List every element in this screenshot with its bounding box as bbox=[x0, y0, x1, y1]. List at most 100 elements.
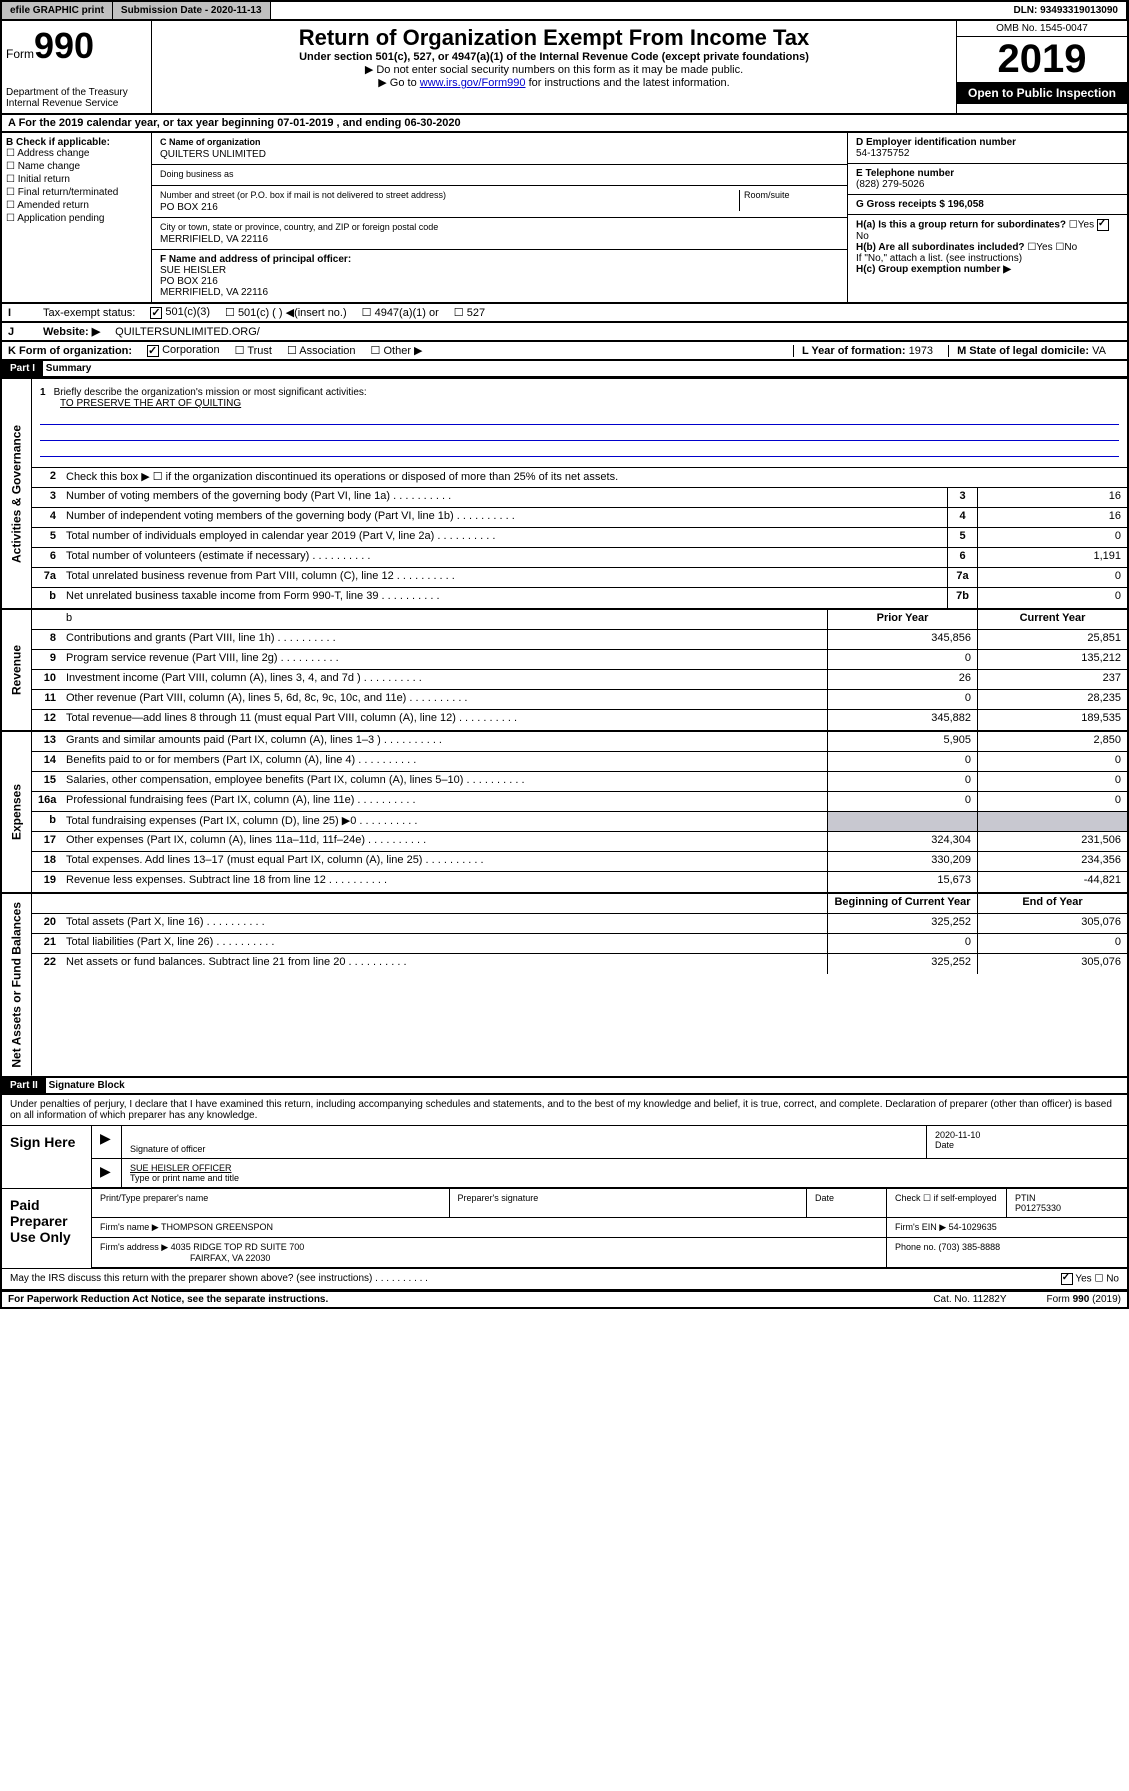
mission-line bbox=[40, 427, 1119, 441]
prior-value bbox=[827, 812, 977, 831]
check-corp[interactable] bbox=[147, 345, 159, 357]
check-name-change[interactable]: ☐ Name change bbox=[6, 161, 147, 172]
form-header: Form990 Department of the Treasury Inter… bbox=[0, 21, 1129, 115]
table-row-label: Total expenses. Add lines 13–17 (must eq… bbox=[62, 852, 827, 871]
check-501c3[interactable] bbox=[150, 307, 162, 319]
prior-value: 0 bbox=[827, 792, 977, 811]
revenue-table: Revenue bPrior YearCurrent Year 8Contrib… bbox=[0, 610, 1129, 732]
ein: 54-1375752 bbox=[856, 148, 1119, 159]
table-row-label: Benefits paid to or for members (Part IX… bbox=[62, 752, 827, 771]
prep-sig-hdr: Preparer's signature bbox=[450, 1189, 808, 1217]
check-address-change[interactable]: ☐ Address change bbox=[6, 148, 147, 159]
firm-name: THOMPSON GREENSPON bbox=[161, 1222, 273, 1232]
table-row-label: Total assets (Part X, line 16) bbox=[62, 914, 827, 933]
table-row-label: Investment income (Part VIII, column (A)… bbox=[62, 670, 827, 689]
efile-print-button[interactable]: efile GRAPHIC print bbox=[2, 2, 113, 19]
arrow-icon: ▶ bbox=[100, 1163, 111, 1179]
table-row-label: Other revenue (Part VIII, column (A), li… bbox=[62, 690, 827, 709]
prior-value: 0 bbox=[827, 650, 977, 669]
table-row-label: Salaries, other compensation, employee b… bbox=[62, 772, 827, 791]
mission-text: TO PRESERVE THE ART OF QUILTING bbox=[60, 398, 1119, 409]
current-value: 231,506 bbox=[977, 832, 1127, 851]
netassets-table: Net Assets or Fund Balances Beginning of… bbox=[0, 894, 1129, 1078]
table-row-label: Net assets or fund balances. Subtract li… bbox=[62, 954, 827, 974]
form-word: Form bbox=[6, 47, 34, 61]
discuss-label: May the IRS discuss this return with the… bbox=[10, 1273, 1061, 1285]
submission-date-button[interactable]: Submission Date - 2020-11-13 bbox=[113, 2, 271, 19]
phone: (703) 385-8888 bbox=[939, 1242, 1001, 1252]
current-value: -44,821 bbox=[977, 872, 1127, 892]
line-box: 7a bbox=[947, 568, 977, 587]
vtab-netassets: Net Assets or Fund Balances bbox=[2, 894, 32, 1076]
table-row-label: Total liabilities (Part X, line 26) bbox=[62, 934, 827, 953]
table-row-label: Number of voting members of the governin… bbox=[62, 488, 947, 507]
table-row-label: Revenue less expenses. Subtract line 18 … bbox=[62, 872, 827, 892]
part2-title: Signature Block bbox=[49, 1080, 125, 1091]
topbar: efile GRAPHIC print Submission Date - 20… bbox=[0, 0, 1129, 21]
discuss-yes[interactable] bbox=[1061, 1273, 1073, 1285]
prior-value: 0 bbox=[827, 752, 977, 771]
firm-city: FAIRFAX, VA 22030 bbox=[190, 1253, 270, 1263]
line-box: 5 bbox=[947, 528, 977, 547]
line-value: 1,191 bbox=[977, 548, 1127, 567]
line-value: 0 bbox=[977, 588, 1127, 608]
officer-name-sig: SUE HEISLER OFFICER bbox=[130, 1163, 1119, 1173]
sig-officer-label: Signature of officer bbox=[130, 1144, 918, 1154]
current-value: 2,850 bbox=[977, 732, 1127, 751]
form-title: Return of Organization Exempt From Incom… bbox=[156, 25, 952, 51]
firm-ein: 54-1029635 bbox=[949, 1222, 997, 1232]
mission-line bbox=[40, 411, 1119, 425]
arrow-icon: ▶ bbox=[100, 1130, 111, 1146]
current-value: 305,076 bbox=[977, 914, 1127, 933]
part-2: Part II Signature Block bbox=[0, 1078, 1129, 1095]
prior-value: 325,252 bbox=[827, 954, 977, 974]
row-a: A For the 2019 calendar year, or tax yea… bbox=[0, 115, 1129, 133]
mission-block: 1Briefly describe the organization's mis… bbox=[32, 379, 1127, 468]
table-row-label: Grants and similar amounts paid (Part IX… bbox=[62, 732, 827, 751]
form-990-number: 990 bbox=[34, 25, 94, 66]
end-year-hdr: End of Year bbox=[977, 894, 1127, 913]
open-public: Open to Public Inspection bbox=[957, 82, 1127, 104]
check-amended[interactable]: ☐ Amended return bbox=[6, 200, 147, 211]
mission-line bbox=[40, 443, 1119, 457]
omb-number: OMB No. 1545-0047 bbox=[957, 21, 1127, 37]
footer: For Paperwork Reduction Act Notice, see … bbox=[0, 1292, 1129, 1309]
current-value: 234,356 bbox=[977, 852, 1127, 871]
telephone: (828) 279-5026 bbox=[856, 179, 1119, 190]
check-final-return[interactable]: ☐ Final return/terminated bbox=[6, 187, 147, 198]
prior-value: 0 bbox=[827, 772, 977, 791]
org-name-label: C Name of organization bbox=[160, 137, 839, 147]
q2: Check this box ▶ ☐ if the organization d… bbox=[62, 468, 1127, 487]
vtab-governance: Activities & Governance bbox=[2, 379, 32, 608]
box-b: B Check if applicable: ☐ Address change … bbox=[2, 133, 152, 302]
current-value: 0 bbox=[977, 772, 1127, 791]
box-e-label: E Telephone number bbox=[856, 168, 1119, 179]
prior-year-hdr: Prior Year bbox=[827, 610, 977, 629]
city-label: City or town, state or province, country… bbox=[160, 222, 839, 232]
subtitle: Under section 501(c), 527, or 4947(a)(1)… bbox=[156, 51, 952, 63]
firm-name-label: Firm's name ▶ bbox=[100, 1222, 159, 1232]
box-hc: H(c) Group exemption number ▶ bbox=[856, 264, 1119, 275]
line-box: 6 bbox=[947, 548, 977, 567]
check-initial-return[interactable]: ☐ Initial return bbox=[6, 174, 147, 185]
box-c: C Name of organization QUILTERS UNLIMITE… bbox=[152, 133, 847, 302]
current-value: 305,076 bbox=[977, 954, 1127, 974]
city: MERRIFIELD, VA 22116 bbox=[160, 234, 839, 245]
prep-check-hdr: Check ☐ if self-employed bbox=[887, 1189, 1007, 1217]
id-right: D Employer identification number 54-1375… bbox=[847, 133, 1127, 302]
officer-city: MERRIFIELD, VA 22116 bbox=[160, 287, 839, 298]
ha-no-check[interactable] bbox=[1097, 219, 1109, 231]
prior-value: 330,209 bbox=[827, 852, 977, 871]
current-value bbox=[977, 812, 1127, 831]
table-row-label: Contributions and grants (Part VIII, lin… bbox=[62, 630, 827, 649]
check-app-pending[interactable]: ☐ Application pending bbox=[6, 213, 147, 224]
current-value: 135,212 bbox=[977, 650, 1127, 669]
ptin: P01275330 bbox=[1015, 1203, 1119, 1213]
current-value: 0 bbox=[977, 752, 1127, 771]
current-value: 25,851 bbox=[977, 630, 1127, 649]
identity-block: B Check if applicable: ☐ Address change … bbox=[0, 133, 1129, 304]
line-box: 3 bbox=[947, 488, 977, 507]
irs-link[interactable]: www.irs.gov/Form990 bbox=[420, 77, 526, 89]
current-value: 0 bbox=[977, 792, 1127, 811]
paid-preparer-label: Paid Preparer Use Only bbox=[2, 1189, 92, 1268]
